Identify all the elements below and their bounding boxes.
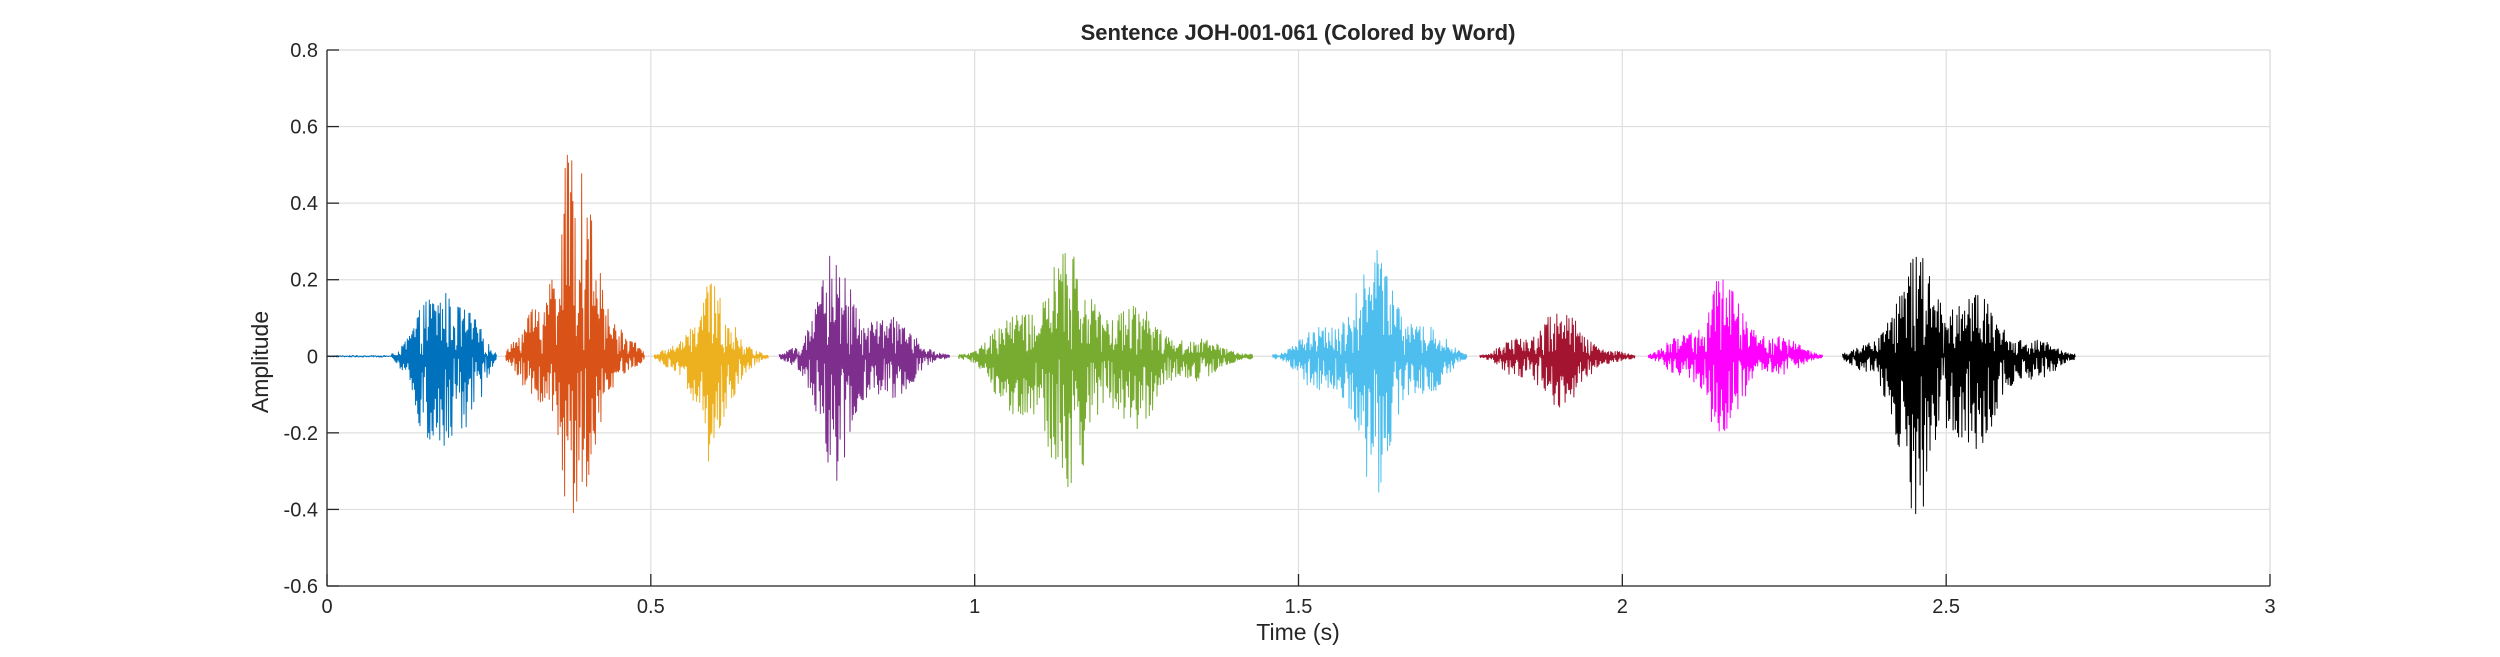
x-tick-label: 2.5 (1932, 596, 1960, 618)
word-waveform-5 (957, 252, 1254, 488)
y-tick-label: 0.4 (290, 193, 318, 215)
x-tick-label: 2 (1617, 596, 1628, 618)
waveform-series (326, 154, 2076, 515)
y-tick-label: -0.6 (284, 576, 318, 598)
x-tick-label: 0.5 (637, 596, 665, 618)
word-waveform-3 (653, 283, 769, 462)
y-tick-label: 0 (307, 346, 318, 368)
word-waveform-7 (1479, 313, 1636, 408)
x-tick-label: 3 (2264, 596, 2275, 618)
word-waveform-1 (326, 292, 497, 446)
y-tick-label: 0.2 (290, 270, 318, 292)
y-tick-label: -0.4 (284, 499, 318, 521)
y-tick-label: 0.8 (290, 40, 318, 62)
x-axis-label: Time (s) (1256, 619, 1339, 645)
word-waveform-2 (505, 154, 645, 513)
chart-title: Sentence JOH-001-061 (Colored by Word) (1081, 20, 1516, 45)
x-tick-label: 1.5 (1285, 596, 1313, 618)
word-waveform-9 (1842, 256, 2076, 515)
y-axis-label: Amplitude (247, 311, 273, 413)
y-tick-label: 0.6 (290, 117, 318, 139)
word-waveform-6 (1272, 249, 1468, 493)
x-tick-label: 1 (969, 596, 980, 618)
y-tick-label: -0.2 (284, 423, 318, 445)
ticks: 0 0.5 1 1.5 2 2.5 3 -0.6 -0.4 -0.2 0 0.2 0.4 0.6 0.8 (284, 40, 2276, 618)
grid (326, 49, 2271, 587)
word-waveform-4 (778, 255, 951, 481)
word-waveform-8 (1647, 279, 1824, 432)
x-tick-label: 0 (321, 596, 332, 618)
